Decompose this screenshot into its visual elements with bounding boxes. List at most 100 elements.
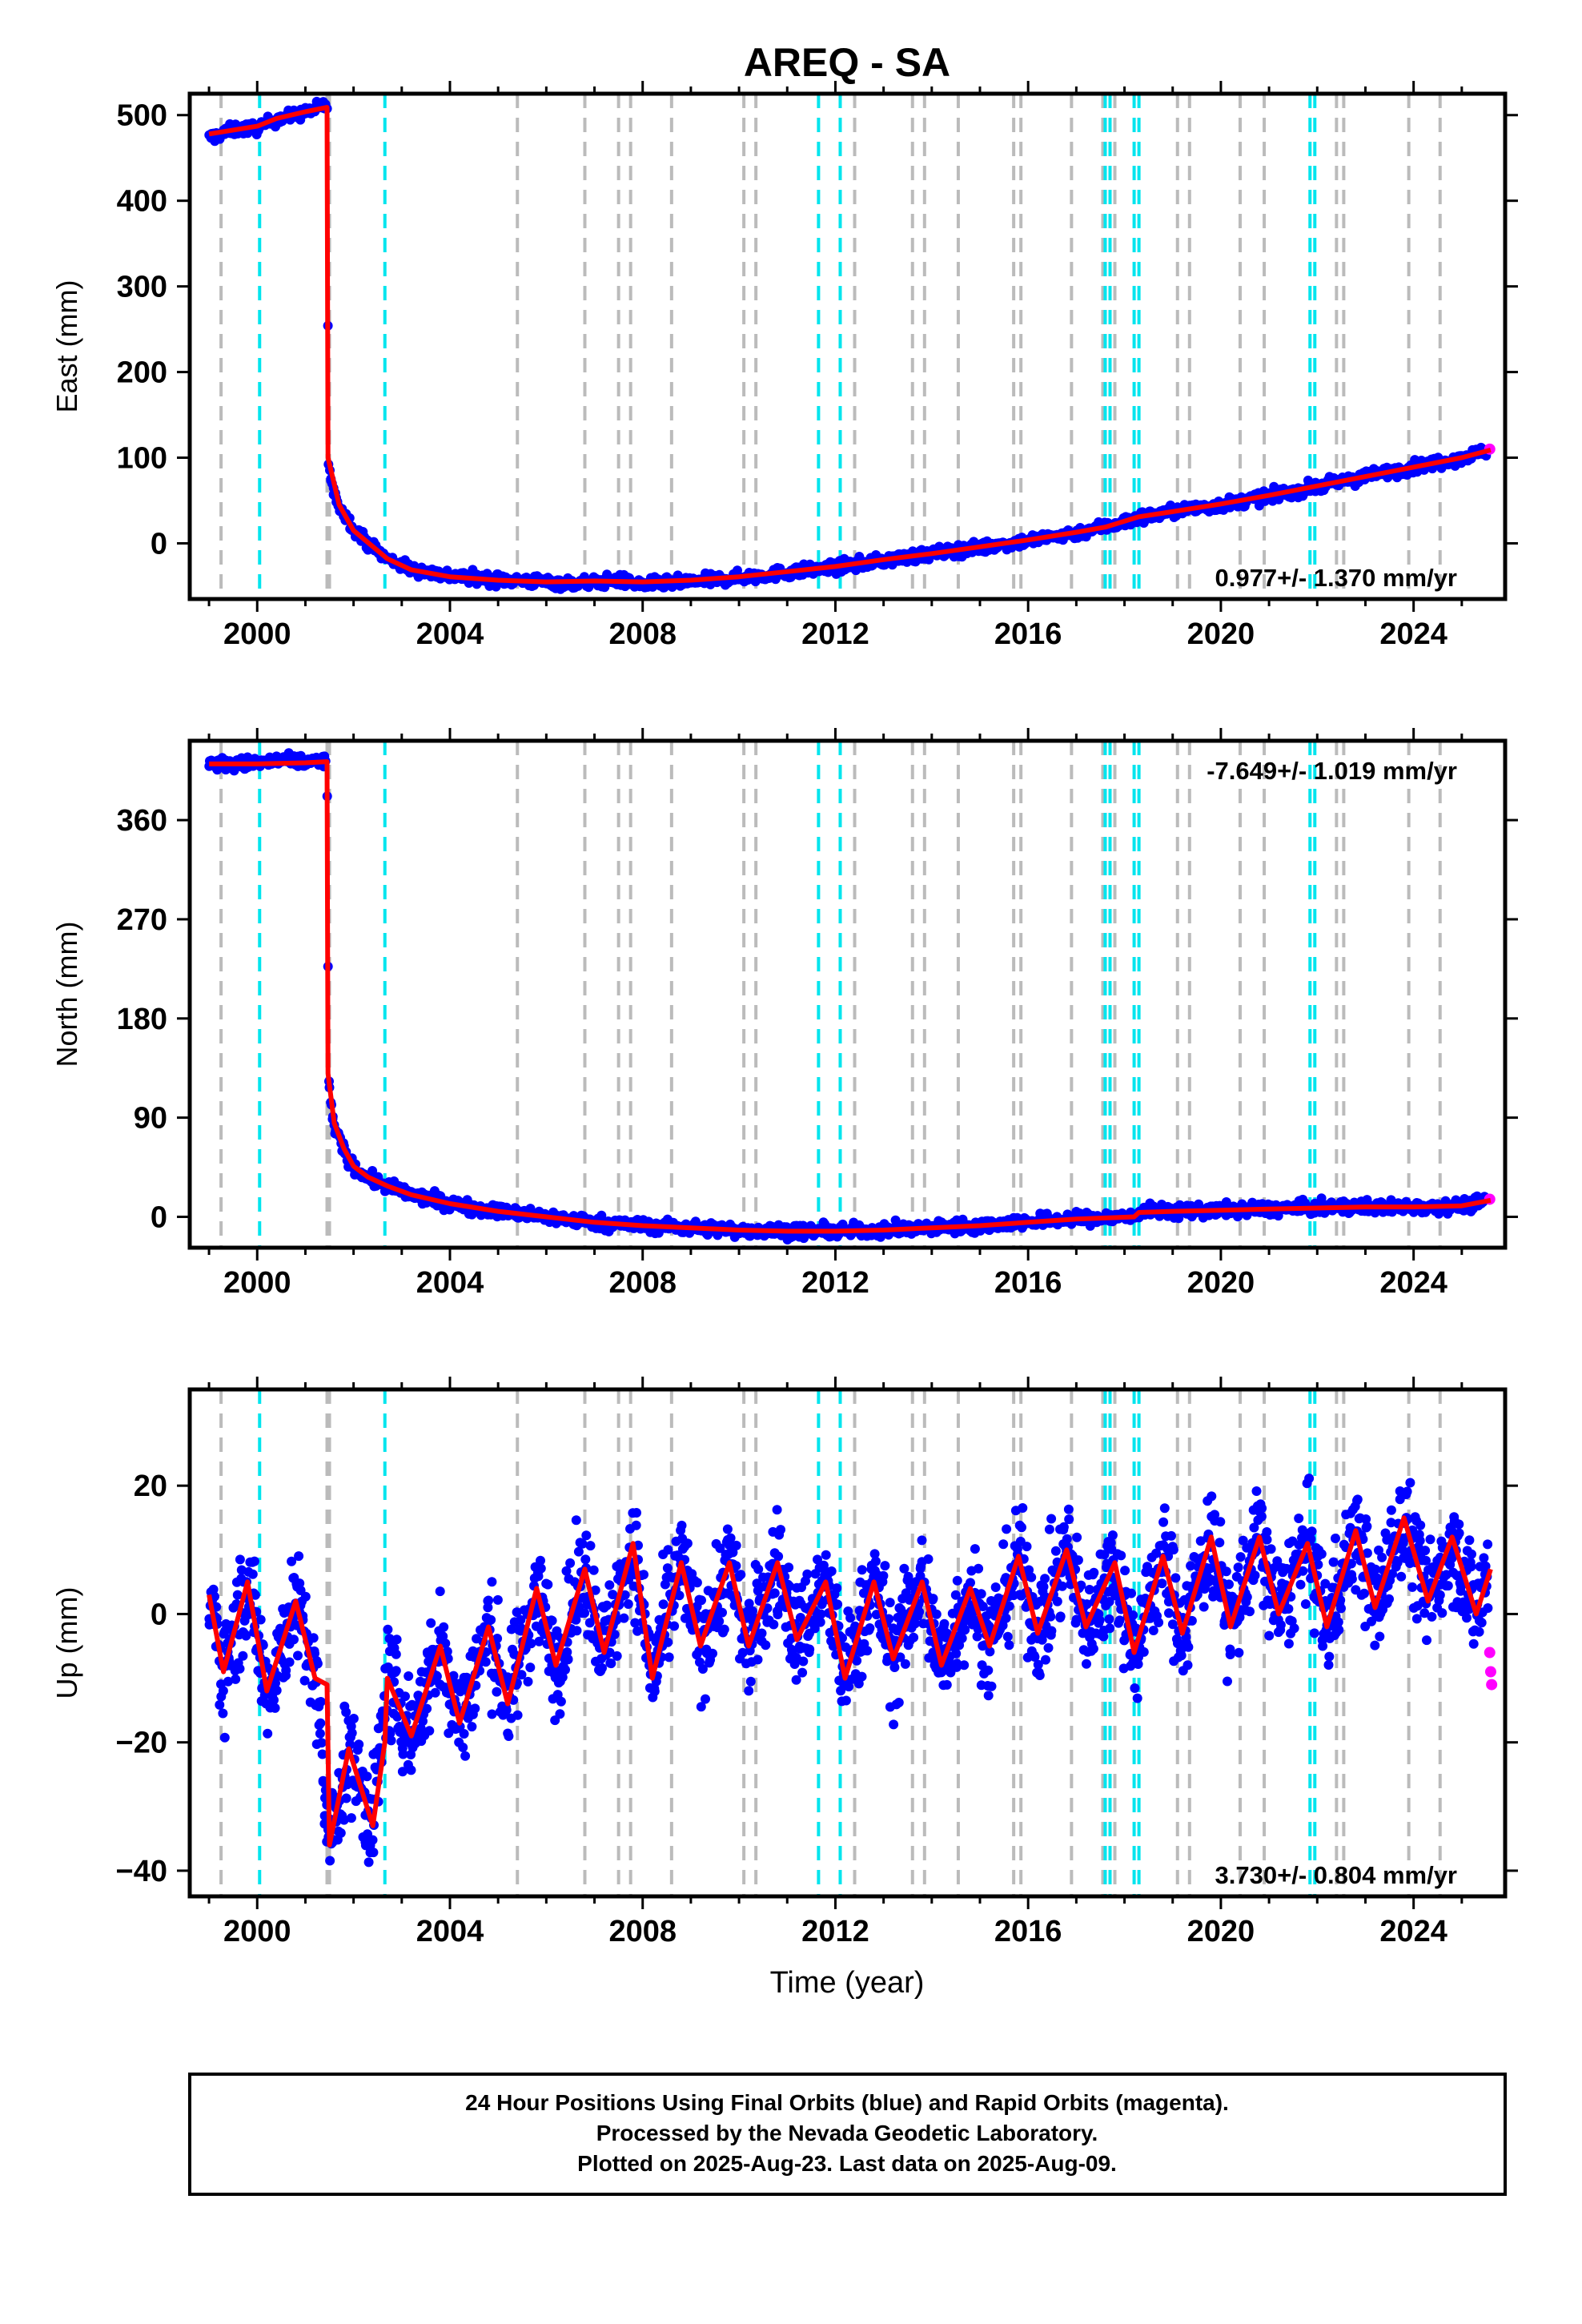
up-final-orbit-point (1062, 1534, 1072, 1544)
up-final-orbit-point (1223, 1676, 1232, 1687)
up-final-orbit-point (1107, 1530, 1118, 1540)
up-final-orbit-point (231, 1674, 241, 1684)
up-final-orbit-point (1105, 1623, 1115, 1634)
north-final-orbit-point (596, 1210, 607, 1220)
up-final-orbit-point (1082, 1659, 1091, 1669)
up-final-orbit-point (1275, 1620, 1286, 1630)
up-final-orbit-point (1084, 1585, 1094, 1594)
up-final-orbit-point (424, 1726, 435, 1736)
north-x-tick-label: 2020 (1187, 1266, 1255, 1300)
up-final-orbit-point (1320, 1578, 1331, 1589)
up-final-orbit-point (1186, 1561, 1196, 1571)
up-final-orbit-point (1251, 1486, 1262, 1496)
up-final-orbit-point (857, 1565, 867, 1575)
up-final-orbit-point (1334, 1625, 1344, 1635)
east-y-tick-label: 300 (117, 271, 167, 304)
up-final-orbit-point (1116, 1550, 1126, 1561)
up-final-orbit-point (604, 1647, 615, 1658)
up-final-orbit-point (1151, 1548, 1162, 1558)
up-final-orbit-point (362, 1771, 372, 1782)
up-final-orbit-point (998, 1620, 1008, 1630)
up-final-orbit-point (1215, 1517, 1226, 1527)
up-final-orbit-point (1104, 1614, 1114, 1624)
up-final-orbit-point (269, 1695, 279, 1705)
up-final-orbit-point (928, 1594, 938, 1604)
up-final-orbit-point (418, 1716, 428, 1727)
up-final-orbit-point (951, 1648, 962, 1659)
up-final-orbit-point (1331, 1534, 1340, 1543)
up-final-orbit-point (1044, 1524, 1054, 1534)
up-final-orbit-point (952, 1575, 962, 1586)
up-final-orbit-point (312, 1659, 323, 1669)
up-final-orbit-point (815, 1617, 825, 1627)
east-axes: 2000 2004 2008 2012 2016 2020 2024010020030040… (117, 81, 1518, 651)
up-final-orbit-point (1238, 1535, 1248, 1546)
up-final-orbit-point (870, 1556, 881, 1566)
up-final-orbit-point (649, 1687, 660, 1696)
up-final-orbit-point (791, 1675, 801, 1685)
up-final-orbit-point (536, 1555, 545, 1566)
up-final-orbit-point (588, 1565, 599, 1575)
up-final-orbit-point (1309, 1628, 1319, 1638)
up-final-orbit-point (773, 1610, 783, 1619)
up-final-orbit-point (368, 1848, 379, 1858)
up-final-orbit-point (893, 1698, 904, 1707)
up-final-orbit-point (1043, 1642, 1054, 1653)
up-final-orbit-point (1282, 1563, 1291, 1574)
up-final-orbit-point (563, 1655, 573, 1665)
up-final-orbit-point (1046, 1514, 1057, 1524)
up-final-orbit-point (1082, 1599, 1092, 1610)
up-final-orbit-point (910, 1618, 920, 1629)
east-x-tick-label: 2012 (801, 617, 869, 651)
up-final-orbit-point (571, 1515, 581, 1526)
up-final-orbit-point (315, 1697, 326, 1707)
up-final-orbit-point (547, 1615, 557, 1626)
up-final-orbit-point (255, 1614, 266, 1625)
up-final-orbit-point (315, 1728, 325, 1739)
up-final-orbit-point (608, 1590, 618, 1600)
up-final-orbit-point (1154, 1618, 1164, 1627)
up-final-orbit-point (1186, 1615, 1197, 1626)
up-final-orbit-point (386, 1735, 396, 1746)
up-final-orbit-point (1199, 1602, 1209, 1612)
up-final-orbit-point (1148, 1626, 1158, 1635)
up-final-orbit-point (1313, 1559, 1323, 1570)
up-final-orbit-point (1336, 1603, 1346, 1614)
up-final-orbit-point (1371, 1564, 1381, 1574)
up-final-orbit-point (1017, 1522, 1026, 1533)
up-final-orbit-point (1307, 1526, 1317, 1537)
up-final-orbit-point (1386, 1518, 1396, 1528)
up-final-orbit-point (543, 1579, 553, 1590)
up-final-orbit-point (663, 1545, 673, 1555)
up-final-orbit-point (1289, 1623, 1299, 1634)
up-final-orbit-point (486, 1614, 496, 1625)
up-final-orbit-point (383, 1624, 393, 1634)
up-final-orbit-point (744, 1598, 754, 1609)
up-final-orbit-point (752, 1578, 762, 1589)
up-final-orbit-point (367, 1835, 378, 1845)
up-final-orbit-point (809, 1623, 820, 1634)
up-final-orbit-point (1328, 1557, 1339, 1567)
up-final-orbit-point (757, 1628, 767, 1638)
up-final-orbit-point (1234, 1647, 1244, 1658)
up-final-orbit-point (492, 1687, 502, 1697)
up-final-orbit-point (998, 1539, 1009, 1550)
up-final-orbit-point (737, 1647, 748, 1658)
up-final-orbit-point (444, 1728, 454, 1739)
up-final-orbit-point (983, 1665, 994, 1675)
up-final-orbit-point (1041, 1655, 1050, 1665)
up-final-orbit-point (562, 1647, 572, 1657)
up-final-orbit-point (639, 1570, 648, 1580)
up-final-orbit-point (1287, 1616, 1297, 1626)
up-final-orbit-point (555, 1709, 565, 1719)
up-final-orbit-point (1073, 1555, 1083, 1566)
up-final-orbit-point (1018, 1503, 1028, 1513)
east-x-tick-label: 2004 (416, 617, 484, 651)
up-final-orbit-point (215, 1699, 225, 1710)
north-rate-label: -7.649+/- 1.019 mm/yr (1207, 757, 1457, 785)
up-final-orbit-point (899, 1563, 909, 1574)
up-final-orbit-point (363, 1857, 374, 1868)
up-final-orbit-point (852, 1655, 862, 1666)
up-final-orbit-point (506, 1624, 516, 1634)
up-final-orbit-point (1183, 1642, 1194, 1652)
